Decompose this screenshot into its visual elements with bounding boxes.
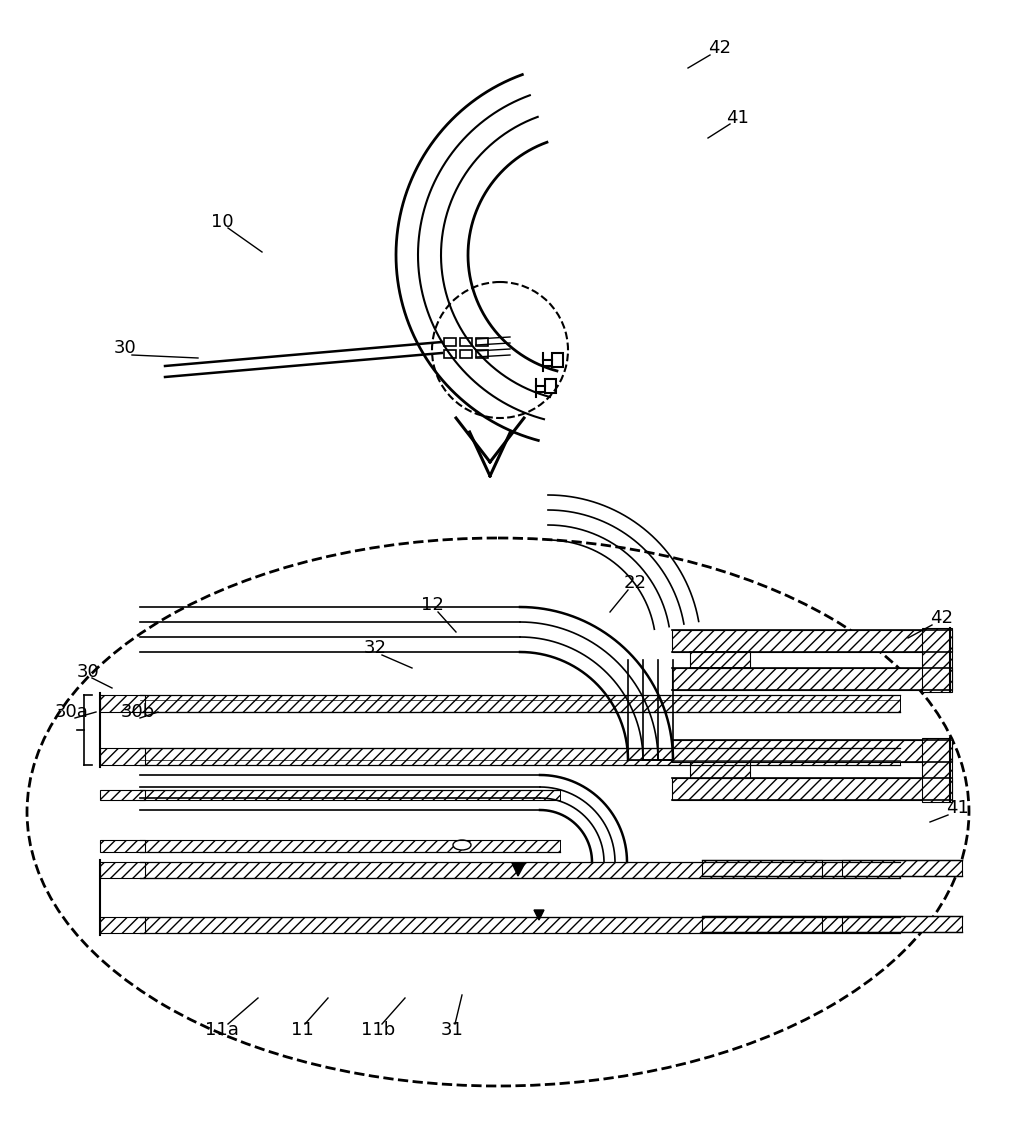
Bar: [544, 379, 555, 393]
Text: 30: 30: [113, 339, 137, 357]
Polygon shape: [534, 911, 543, 920]
Bar: [841, 860, 961, 876]
Bar: [476, 350, 487, 358]
Bar: [140, 840, 559, 852]
Bar: [672, 667, 951, 690]
Bar: [100, 695, 145, 712]
Bar: [100, 917, 145, 933]
Bar: [921, 738, 951, 802]
Text: 11: 11: [290, 1021, 313, 1039]
Bar: [701, 860, 821, 876]
Text: 41: 41: [946, 799, 968, 817]
Bar: [841, 916, 961, 932]
Bar: [921, 628, 951, 691]
Text: 11a: 11a: [205, 1021, 238, 1039]
Bar: [551, 353, 562, 367]
Bar: [140, 917, 899, 933]
Text: 31: 31: [440, 1021, 463, 1039]
Bar: [100, 840, 145, 852]
Text: 42: 42: [708, 39, 731, 57]
Bar: [672, 778, 951, 800]
Text: 30a: 30a: [55, 703, 89, 721]
Text: 10: 10: [211, 213, 233, 230]
Bar: [140, 748, 899, 764]
Bar: [100, 748, 145, 764]
Text: 30: 30: [76, 663, 99, 681]
Bar: [140, 790, 559, 800]
Bar: [460, 350, 472, 358]
Bar: [689, 652, 749, 667]
Text: 12: 12: [420, 596, 443, 614]
Bar: [100, 790, 145, 800]
Text: 30b: 30b: [121, 703, 155, 721]
Text: 32: 32: [363, 639, 386, 657]
Bar: [460, 338, 472, 346]
Bar: [476, 338, 487, 346]
Text: 11b: 11b: [361, 1021, 394, 1039]
Bar: [672, 630, 951, 652]
Polygon shape: [512, 863, 525, 876]
Text: 42: 42: [929, 609, 953, 628]
Bar: [140, 695, 899, 712]
Bar: [100, 861, 145, 879]
Text: 22: 22: [623, 574, 646, 592]
Text: 41: 41: [726, 110, 749, 127]
Bar: [443, 338, 455, 346]
Ellipse shape: [452, 840, 471, 850]
Bar: [140, 861, 899, 879]
Bar: [689, 762, 749, 778]
Bar: [701, 916, 821, 932]
Bar: [443, 350, 455, 358]
Bar: [672, 741, 951, 762]
